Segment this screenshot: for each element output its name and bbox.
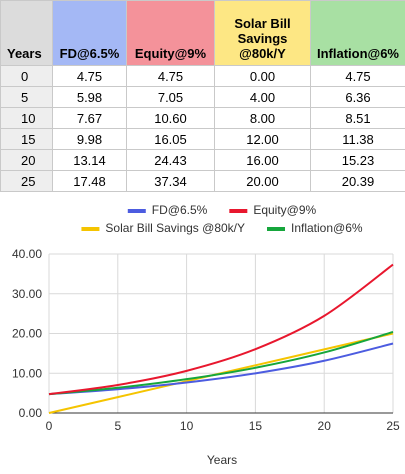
table-cell: 5	[0, 86, 53, 108]
table-cell: 15.23	[310, 149, 405, 171]
y-tick-label: 40.00	[12, 247, 42, 261]
header-row: Years FD@6.5% Equity@9% Solar Bill Savin…	[0, 0, 405, 66]
table-row: 25 17.48 37.34 20.00 20.39	[0, 170, 405, 192]
table-cell: 20.00	[214, 170, 311, 192]
table-cell: 5.98	[52, 86, 127, 108]
table-cell: 12.00	[214, 128, 311, 150]
header-fd: FD@6.5%	[52, 0, 127, 66]
table-cell: 0.00	[214, 65, 311, 87]
legend-label: Solar Bill Savings @80k/Y	[105, 221, 245, 235]
y-tick-label: 20.00	[12, 327, 42, 341]
table-cell: 11.38	[310, 128, 405, 150]
series-line	[48, 330, 394, 396]
legend-swatch	[229, 209, 248, 213]
x-tick-label: 0	[46, 419, 53, 433]
table-cell: 4.00	[214, 86, 311, 108]
chart-ticks: 0 5 10 15 20 25 0.00 10.00 20.00 30.00 40.00	[12, 247, 400, 433]
table-cell: 4.75	[52, 65, 127, 87]
x-tick-label: 15	[249, 419, 263, 433]
header-equity: Equity@9%	[126, 0, 215, 66]
x-tick-label: 20	[318, 419, 332, 433]
table-cell: 25	[0, 170, 53, 192]
y-tick-label: 30.00	[12, 287, 42, 301]
header-inflation: Inflation@6%	[310, 0, 405, 66]
table-cell: 13.14	[52, 149, 127, 171]
table-cell: 16.05	[126, 128, 215, 150]
legend-label: Equity@9%	[253, 203, 316, 217]
legend-label: Inflation@6%	[291, 221, 363, 235]
x-tick-label: 5	[114, 419, 121, 433]
table-cell: 8.51	[310, 107, 405, 129]
table-cell: 4.75	[310, 65, 405, 87]
x-tick-label: 25	[386, 419, 400, 433]
line-chart: FD@6.5% Equity@9% Solar Bill Savings @80k/…	[12, 203, 400, 467]
table-cell: 20	[0, 149, 53, 171]
table-row: 10 7.67 10.60 8.00 8.51	[0, 107, 405, 129]
table-row: 15 9.98 16.05 12.00 11.38	[0, 128, 405, 150]
legend-swatch	[267, 227, 286, 231]
table-cell: 15	[0, 128, 53, 150]
data-table: Years FD@6.5% Equity@9% Solar Bill Savin…	[0, 0, 405, 192]
table-cell: 10.60	[126, 107, 215, 129]
legend-label: FD@6.5%	[152, 203, 208, 217]
table-cell: 7.05	[126, 86, 215, 108]
table-cell: 6.36	[310, 86, 405, 108]
table-cell: 37.34	[126, 170, 215, 192]
table-row: 0 4.75 4.75 0.00 4.75	[0, 65, 405, 87]
legend-swatch	[127, 209, 146, 213]
table-cell: 8.00	[214, 107, 311, 129]
chart-legend: FD@6.5% Equity@9% Solar Bill Savings @80k/…	[81, 203, 363, 235]
series-line	[48, 263, 394, 396]
legend-swatch	[81, 227, 100, 231]
series-line	[48, 342, 394, 396]
table-row: 5 5.98 7.05 4.00 6.36	[0, 86, 405, 108]
table-cell: 24.43	[126, 149, 215, 171]
table-cell: 9.98	[52, 128, 127, 150]
x-tick-label: 10	[180, 419, 194, 433]
table-cell: 7.67	[52, 107, 127, 129]
header-years: Years	[0, 0, 53, 66]
table-cell: 16.00	[214, 149, 311, 171]
chart-series	[48, 263, 394, 414]
table-cell: 17.48	[52, 170, 127, 192]
x-axis-label: Years	[207, 453, 237, 467]
table-cell: 10	[0, 107, 53, 129]
y-tick-label: 10.00	[12, 366, 42, 380]
y-tick-label: 0.00	[19, 406, 43, 420]
table-cell: 0	[0, 65, 53, 87]
table-cell: 4.75	[126, 65, 215, 87]
table-row: 20 13.14 24.43 16.00 15.23	[0, 149, 405, 171]
table-cell: 20.39	[310, 170, 405, 192]
header-solar: Solar Bill Savings @80k/Y	[214, 0, 311, 66]
